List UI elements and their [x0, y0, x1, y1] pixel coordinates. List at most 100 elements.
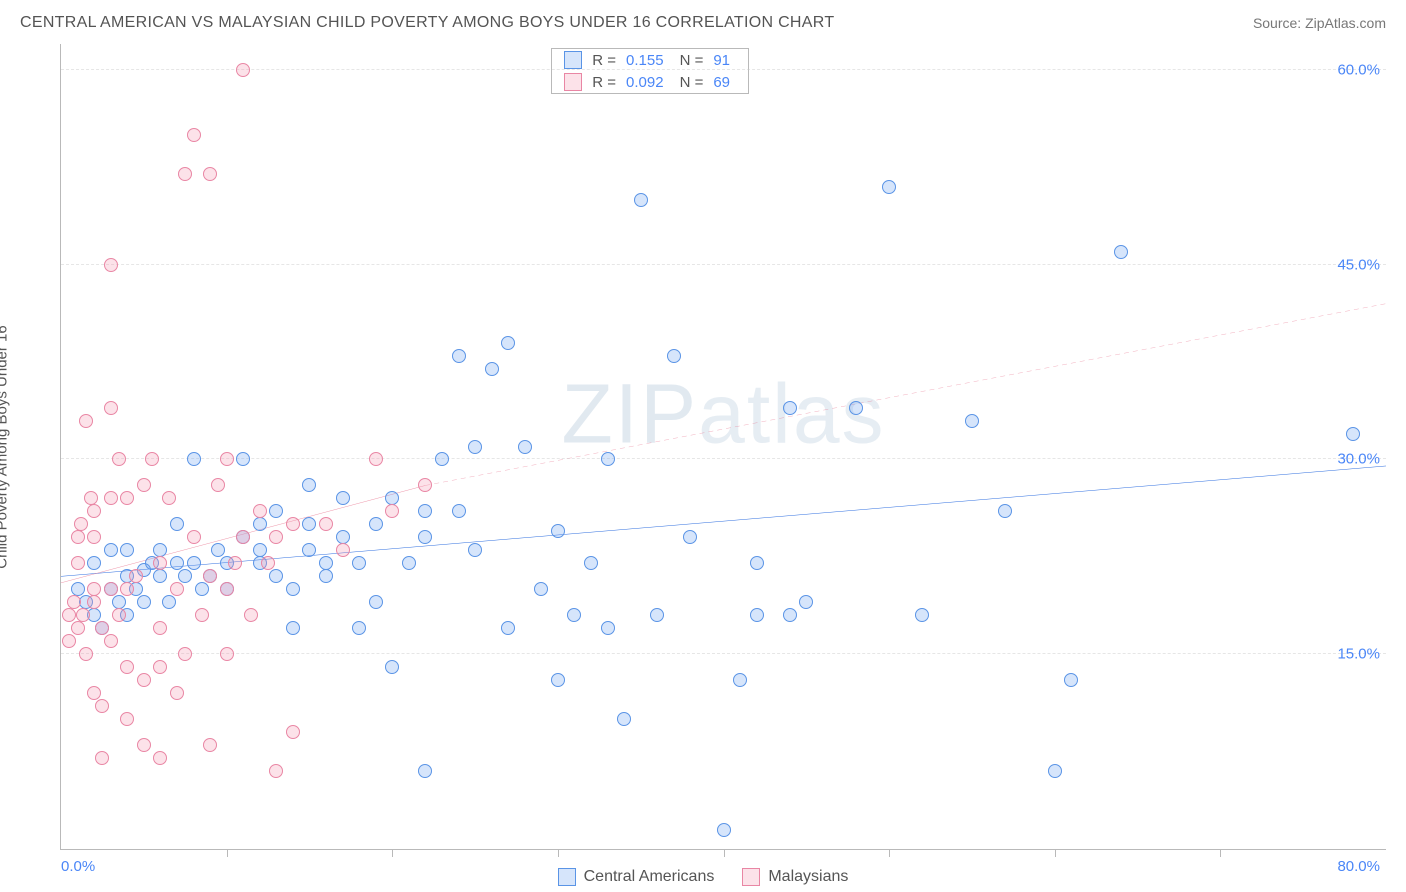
y-gridline-label: 45.0% — [1337, 256, 1380, 273]
data-point — [104, 582, 118, 596]
data-point — [84, 491, 98, 505]
data-point — [717, 823, 731, 837]
data-point — [95, 621, 109, 635]
data-point — [244, 608, 258, 622]
data-point — [567, 608, 581, 622]
data-point — [104, 258, 118, 272]
data-point — [302, 543, 316, 557]
data-point — [76, 608, 90, 622]
data-point — [87, 686, 101, 700]
legend-item: Central Americans — [558, 868, 715, 886]
data-point — [129, 569, 143, 583]
y-gridline-label: 30.0% — [1337, 451, 1380, 468]
x-tick — [1055, 849, 1056, 857]
data-point — [302, 478, 316, 492]
r-value: 0.092 — [626, 74, 664, 91]
data-point — [253, 504, 267, 518]
data-point — [120, 582, 134, 596]
data-point — [187, 128, 201, 142]
x-tick — [392, 849, 393, 857]
data-point — [319, 569, 333, 583]
data-point — [452, 504, 466, 518]
y-gridline-label: 15.0% — [1337, 646, 1380, 663]
data-point — [153, 556, 167, 570]
data-point — [385, 660, 399, 674]
data-point — [286, 517, 300, 531]
x-tick — [724, 849, 725, 857]
data-point — [170, 517, 184, 531]
data-point — [402, 556, 416, 570]
data-point — [418, 530, 432, 544]
data-point — [71, 621, 85, 635]
data-point — [112, 608, 126, 622]
data-point — [551, 673, 565, 687]
data-point — [137, 595, 151, 609]
scatter-plot: ZIPatlas R =0.155N =91R =0.092N =69 0.0%… — [60, 44, 1386, 850]
data-point — [87, 556, 101, 570]
data-point — [228, 556, 242, 570]
data-point — [369, 517, 383, 531]
data-point — [162, 491, 176, 505]
data-point — [104, 543, 118, 557]
data-point — [1346, 427, 1360, 441]
data-point — [601, 452, 615, 466]
data-point — [220, 582, 234, 596]
data-point — [203, 167, 217, 181]
data-point — [74, 517, 88, 531]
data-point — [153, 621, 167, 635]
gridline — [61, 69, 1386, 70]
data-point — [211, 543, 225, 557]
data-point — [187, 530, 201, 544]
correlation-legend-row: R =0.155N =91 — [552, 49, 748, 71]
data-point — [145, 452, 159, 466]
legend-swatch — [742, 868, 760, 886]
data-point — [203, 569, 217, 583]
data-point — [62, 608, 76, 622]
data-point — [269, 569, 283, 583]
data-point — [137, 738, 151, 752]
data-point — [750, 556, 764, 570]
data-point — [203, 738, 217, 752]
chart-title: CENTRAL AMERICAN VS MALAYSIAN CHILD POVE… — [20, 14, 834, 32]
data-point — [153, 569, 167, 583]
data-point — [534, 582, 548, 596]
trend-lines — [61, 44, 1386, 849]
data-point — [849, 401, 863, 415]
n-value: 69 — [713, 74, 730, 91]
y-gridline-label: 60.0% — [1337, 61, 1380, 78]
x-tick — [227, 849, 228, 857]
plot-wrap: Child Poverty Among Boys Under 16 ZIPatl… — [20, 44, 1386, 850]
data-point — [236, 63, 250, 77]
data-point — [120, 712, 134, 726]
data-point — [104, 491, 118, 505]
data-point — [269, 504, 283, 518]
data-point — [137, 478, 151, 492]
data-point — [286, 621, 300, 635]
data-point — [220, 647, 234, 661]
data-point — [1064, 673, 1078, 687]
data-point — [269, 530, 283, 544]
legend-swatch — [564, 51, 582, 69]
data-point — [71, 530, 85, 544]
data-point — [584, 556, 598, 570]
data-point — [87, 582, 101, 596]
data-point — [385, 491, 399, 505]
data-point — [319, 517, 333, 531]
data-point — [170, 556, 184, 570]
data-point — [104, 401, 118, 415]
data-point — [220, 452, 234, 466]
data-point — [137, 673, 151, 687]
legend-swatch — [564, 73, 582, 91]
header: CENTRAL AMERICAN VS MALAYSIAN CHILD POVE… — [0, 0, 1406, 38]
data-point — [195, 608, 209, 622]
data-point — [783, 401, 797, 415]
data-point — [352, 621, 366, 635]
data-point — [617, 712, 631, 726]
r-label: R = — [592, 52, 616, 69]
data-point — [634, 193, 648, 207]
r-value: 0.155 — [626, 52, 664, 69]
data-point — [1048, 764, 1062, 778]
data-point — [998, 504, 1012, 518]
source-label: Source: ZipAtlas.com — [1253, 15, 1386, 31]
data-point — [882, 180, 896, 194]
